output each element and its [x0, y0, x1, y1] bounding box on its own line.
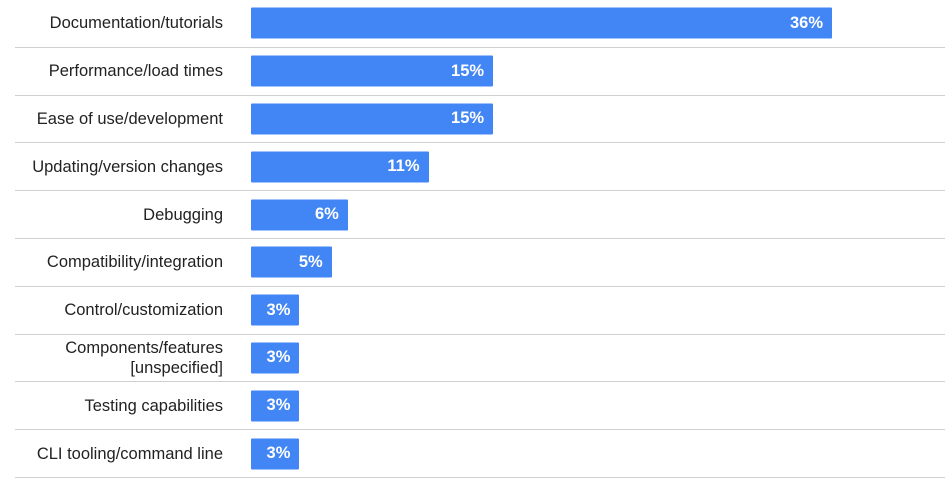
bar: 11% — [251, 151, 429, 183]
category-label: Performance/load times — [48, 62, 223, 81]
category-label: Documentation/tutorials — [49, 14, 223, 33]
bar: 3% — [251, 390, 300, 422]
value-label: 3% — [266, 396, 291, 415]
bar: 15% — [251, 103, 494, 135]
category-label: Control/customization — [64, 301, 223, 320]
value-label: 36% — [789, 13, 823, 32]
bar: 6% — [251, 199, 348, 231]
bar: 3% — [251, 438, 300, 470]
bar-row: Documentation/tutorials 36% — [15, 0, 945, 48]
value-label: 5% — [298, 252, 323, 271]
value-label: 11% — [387, 157, 420, 176]
category-label: Ease of use/development — [36, 109, 223, 128]
bar-row: Debugging 6% — [15, 191, 945, 239]
bar-row: Components/features [unspecified] 3% — [15, 335, 945, 383]
bar: 3% — [251, 294, 300, 326]
bar: 5% — [251, 246, 332, 278]
bar-row: CLI tooling/command line 3% — [15, 430, 945, 478]
value-label: 15% — [451, 109, 485, 128]
value-label: 3% — [266, 348, 291, 367]
bar-row: Control/customization 3% — [15, 287, 945, 335]
category-label: Compatibility/integration — [46, 253, 223, 272]
category-label: Updating/version changes — [32, 157, 223, 176]
category-label: CLI tooling/command line — [36, 444, 223, 463]
bar-row: Ease of use/development 15% — [15, 96, 945, 144]
bar-row: Performance/load times 15% — [15, 48, 945, 96]
category-label: Testing capabilities — [84, 396, 224, 415]
category-label: Debugging — [143, 205, 223, 224]
bar: 15% — [251, 55, 494, 87]
bar-row: Updating/version changes 11% — [15, 143, 945, 192]
category-label: Components/features [unspecified] — [65, 338, 223, 377]
value-label: 15% — [451, 61, 485, 80]
bar: 36% — [251, 7, 832, 39]
bar: 3% — [251, 342, 300, 374]
bar-row: Testing capabilities 3% — [15, 382, 945, 431]
value-label: 3% — [266, 444, 291, 463]
value-label: 6% — [314, 205, 339, 224]
bar-row: Compatibility/integration 5% — [15, 239, 945, 287]
value-label: 3% — [266, 300, 291, 319]
